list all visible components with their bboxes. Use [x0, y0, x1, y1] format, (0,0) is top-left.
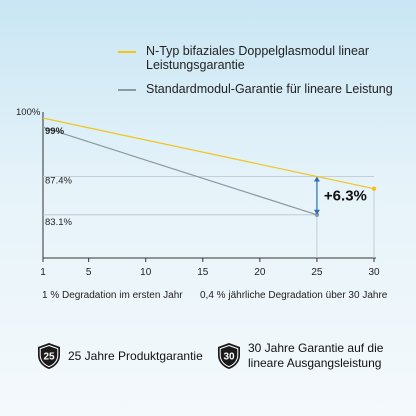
y-label-mid-high: 87.4% — [45, 176, 72, 187]
x-tick-label: 25 — [311, 267, 323, 278]
feature-linear-output-warranty-text: 30 Jahre Garantie auf die lineare Ausgan… — [248, 341, 384, 370]
legend-swatch-standard — [118, 89, 136, 91]
legend-label-n-type: N-Typ bifaziales Doppelglasmodul linear … — [146, 44, 370, 72]
shield-30-icon: 30 — [218, 343, 240, 369]
series-line-n-type — [42, 117, 375, 190]
x-tick-label: 15 — [197, 267, 209, 278]
x-tick-label: 20 — [254, 267, 266, 278]
x-tick-label: 1 — [40, 267, 46, 278]
x-tick-label: 10 — [140, 267, 152, 278]
y-label-start: 99% — [45, 126, 65, 137]
y-label-top: 100% — [16, 107, 41, 118]
delta-arrow-head-up — [313, 176, 320, 182]
feature-linear-output-warranty: 30 30 Jahre Garantie auf die lineare Aus… — [216, 341, 398, 371]
shield-30-number: 30 — [223, 352, 235, 363]
series-line-standard — [42, 126, 318, 216]
note-annual-degradation: 0,4 % jährliche Degradation über 30 Jahr… — [200, 290, 388, 301]
legend-item-standard: Standardmodul-Garantie für lineare Leist… — [118, 82, 410, 96]
note-first-year-degradation: 1 % Degradation im ersten Jahr — [42, 290, 183, 301]
feature-product-warranty-text: 25 Jahre Produktgarantie — [68, 348, 203, 363]
y-label-mid-low: 83.1% — [45, 217, 72, 228]
x-tick-label: 30 — [368, 267, 380, 278]
legend-item-n-type: N-Typ bifaziales Doppelglasmodul linear … — [118, 44, 410, 72]
x-tick-label: 5 — [86, 267, 92, 278]
legend-label-standard: Standardmodul-Garantie für lineare Leist… — [146, 82, 393, 96]
delta-label: +6.3% — [324, 188, 367, 205]
delta-arrow-head-down — [313, 209, 320, 215]
chart-legend: N-Typ bifaziales Doppelglasmodul linear … — [118, 44, 410, 106]
shield-25-number: 25 — [43, 352, 55, 363]
series-line-n-type-end-point — [371, 186, 377, 191]
legend-swatch-n-type — [118, 51, 136, 53]
feature-product-warranty: 25 25 Jahre Produktgarantie — [36, 342, 203, 370]
shield-25-icon: 25 — [38, 343, 60, 369]
